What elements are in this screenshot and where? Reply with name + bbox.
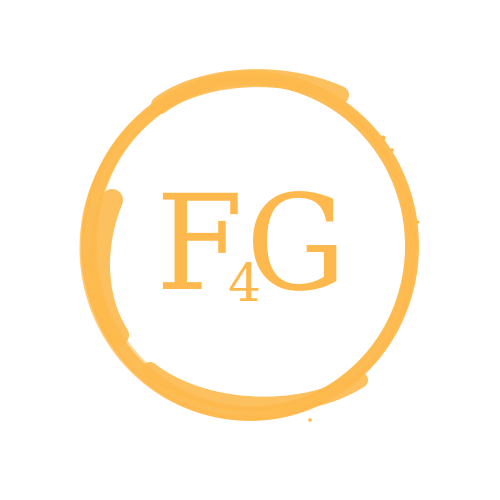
ring-bottom-thick xyxy=(142,362,368,413)
monogram-letter-f: F xyxy=(156,167,244,321)
splatter-dots xyxy=(88,135,420,422)
ring-top-thick xyxy=(151,69,349,114)
monogram-letter-g: G xyxy=(246,167,347,321)
ring-left-thick xyxy=(88,189,129,346)
monogram-digit-4: 4 xyxy=(228,254,262,314)
